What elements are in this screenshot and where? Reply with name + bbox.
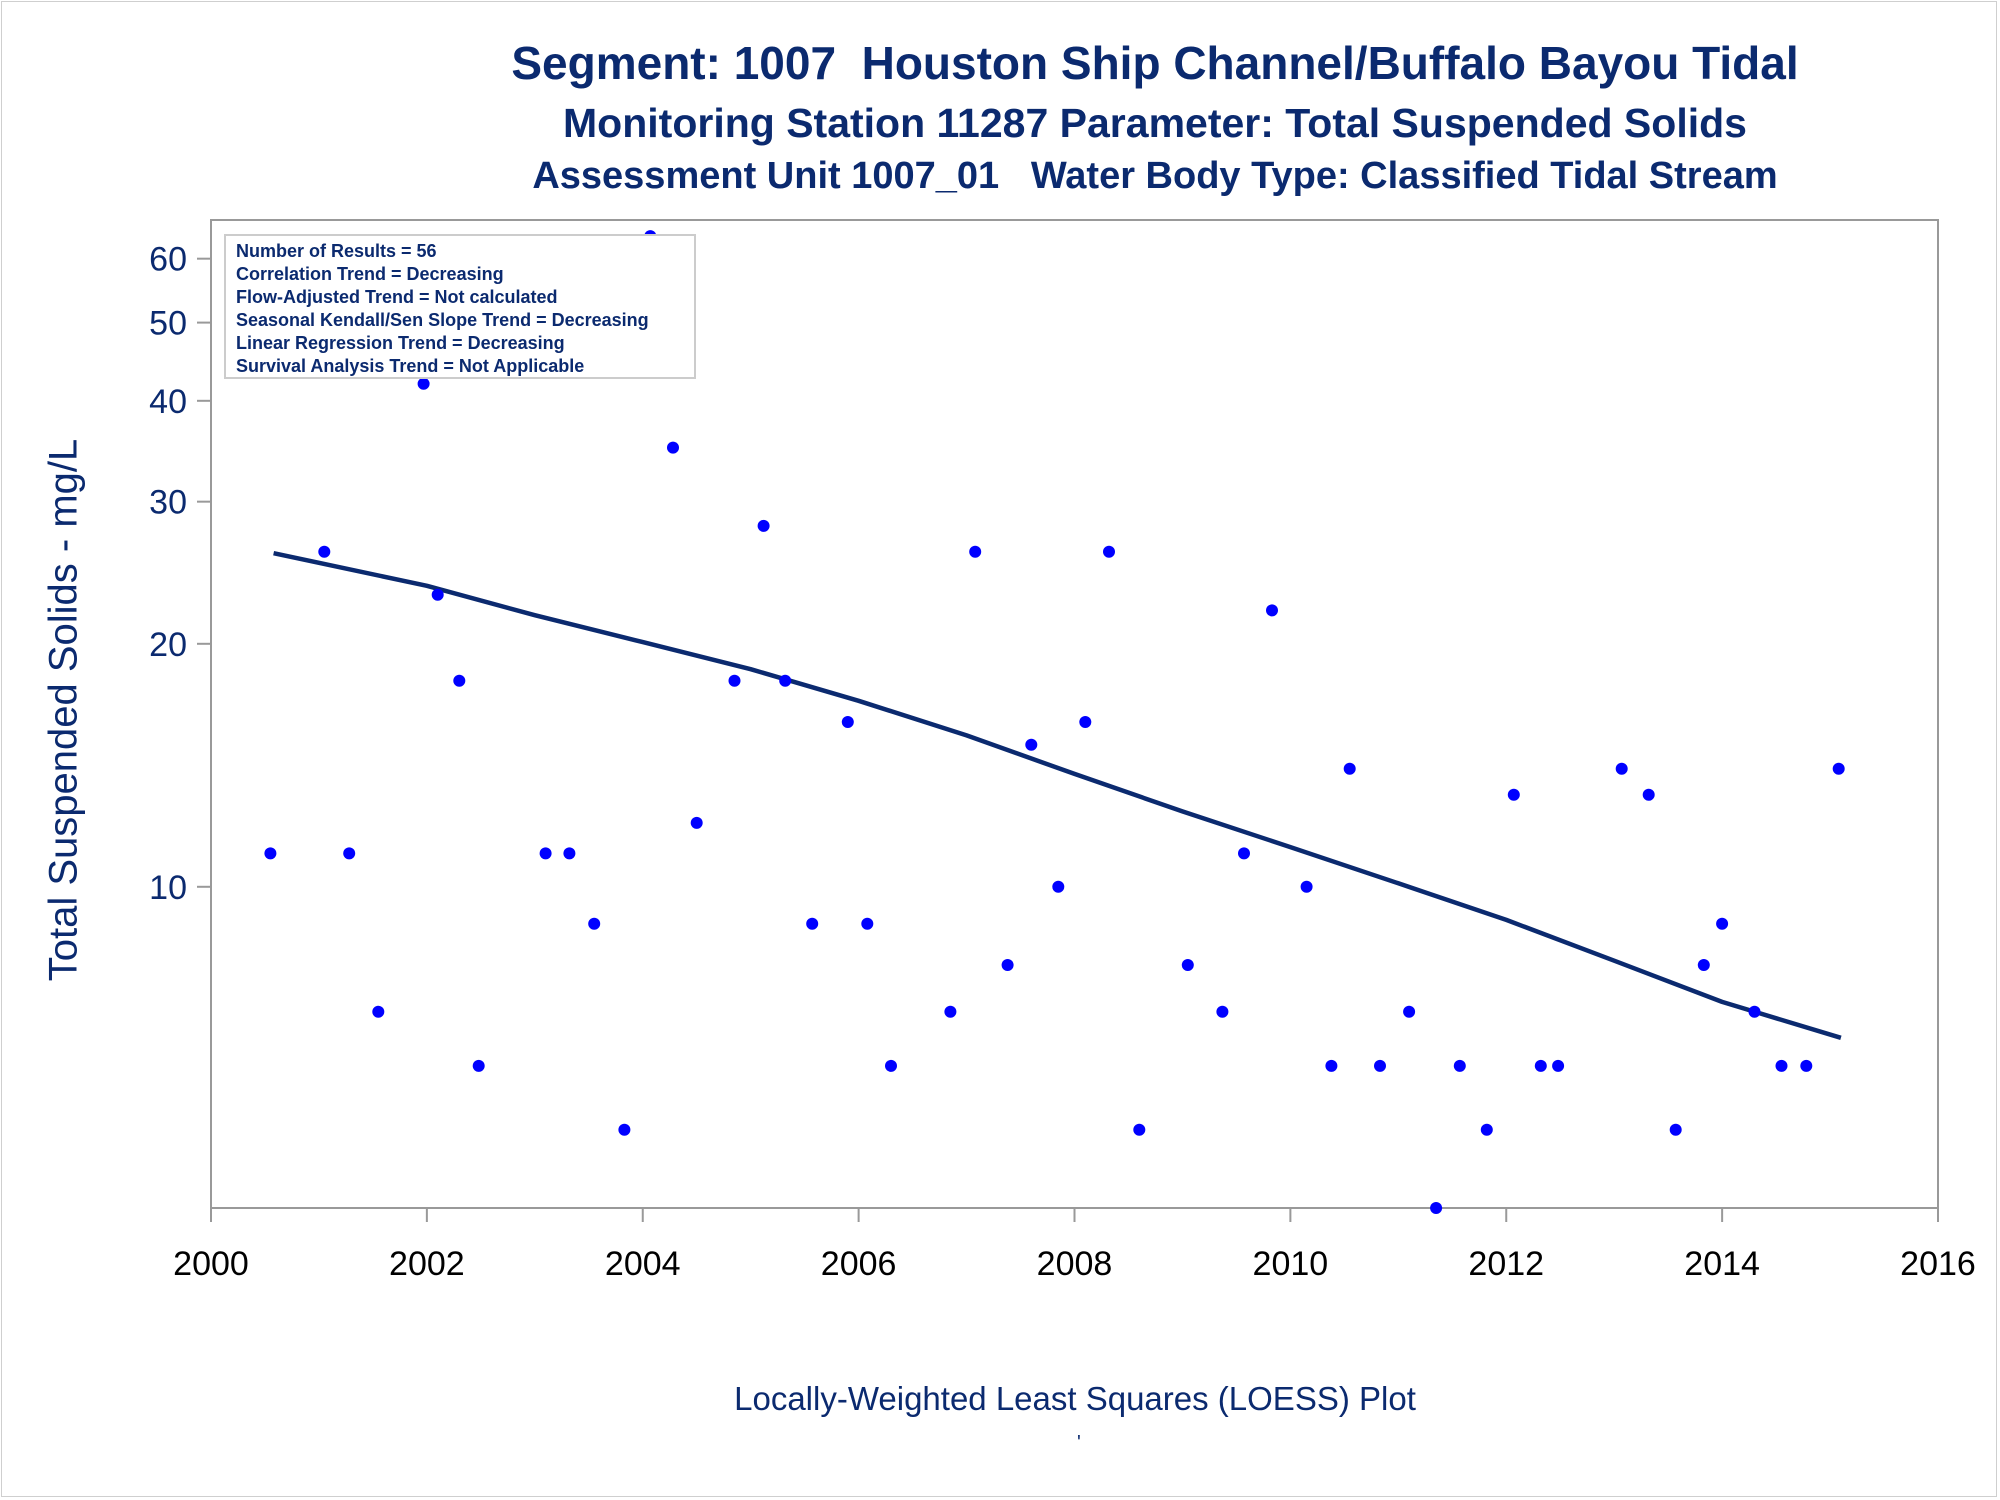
- data-point: [690, 816, 703, 829]
- x-tick-label: 2010: [1253, 1245, 1329, 1283]
- x-tick-label: 2008: [1037, 1245, 1113, 1283]
- y-tick-label: 50: [149, 305, 187, 343]
- data-point: [1374, 1059, 1386, 1072]
- x-tick-label: 2002: [389, 1245, 465, 1283]
- data-point: [1343, 762, 1356, 775]
- data-point: [318, 545, 331, 558]
- stats-box-line: Seasonal Kendall/Sen Slope Trend = Decre…: [236, 310, 649, 330]
- data-point: [1642, 788, 1655, 801]
- data-point: [944, 1005, 957, 1018]
- stats-box: Number of Results = 56 Correlation Trend …: [224, 234, 696, 379]
- data-point: [264, 847, 277, 860]
- data-point: [757, 519, 770, 532]
- data-point: [1216, 1005, 1229, 1018]
- y-tick-label: 30: [149, 484, 187, 522]
- caption-mark: ': [1077, 1432, 1081, 1454]
- stats-box-border: [224, 234, 696, 379]
- data-point: [1052, 880, 1065, 893]
- stats-box-line: Flow-Adjusted Trend = Not calculated: [236, 287, 558, 307]
- data-point: [1325, 1059, 1338, 1072]
- data-point: [779, 674, 792, 687]
- data-point: [667, 441, 679, 454]
- y-tick-label: 60: [149, 241, 187, 279]
- data-point: [861, 917, 874, 930]
- data-point: [1238, 847, 1250, 860]
- data-point: [1669, 1123, 1682, 1136]
- y-tick-label: 10: [149, 869, 187, 907]
- data-point: [1534, 1059, 1547, 1072]
- data-point: [1748, 1005, 1761, 1018]
- data-point: [588, 917, 601, 930]
- data-point: [1403, 1005, 1416, 1018]
- x-tick-label: 2014: [1684, 1245, 1760, 1283]
- x-tick-label: 2006: [821, 1245, 897, 1283]
- data-point: [1507, 788, 1520, 801]
- data-point: [1800, 1059, 1813, 1072]
- data-point: [431, 588, 444, 601]
- y-tick-label: 40: [149, 383, 187, 421]
- data-point: [1552, 1059, 1565, 1072]
- data-point: [1103, 545, 1115, 558]
- data-point: [343, 847, 356, 860]
- stats-box-line: Number of Results = 56: [236, 241, 437, 261]
- data-point: [1480, 1123, 1493, 1136]
- data-point: [728, 674, 741, 687]
- data-point: [1001, 959, 1014, 971]
- x-axis: 2000 2002 2004 2006 2008 2010 2012 2014 2016: [173, 1208, 1976, 1283]
- data-point: [1775, 1059, 1788, 1072]
- data-point: [1615, 762, 1628, 775]
- data-point: [539, 847, 552, 860]
- stats-box-line: Linear Regression Trend = Decreasing: [236, 333, 565, 353]
- data-point: [1133, 1123, 1146, 1136]
- data-point: [1430, 1202, 1443, 1214]
- data-point: [841, 716, 854, 728]
- x-tick-label: 2016: [1900, 1245, 1976, 1283]
- y-axis: 10 20 30 40 50 60: [149, 241, 211, 907]
- chart-subtitle-station: Monitoring Station 11287 Parameter: Tota…: [563, 100, 1747, 146]
- data-point: [563, 847, 576, 860]
- chart-subtitle-assessment: Assessment Unit 1007_01 Water Body Type:…: [532, 155, 1778, 197]
- data-point: [1079, 716, 1092, 728]
- data-point: [885, 1059, 897, 1072]
- data-point: [806, 917, 819, 930]
- data-point: [372, 1005, 385, 1018]
- x-tick-label: 2000: [173, 1245, 249, 1283]
- data-point: [1300, 880, 1313, 893]
- data-point: [1181, 959, 1194, 971]
- stats-box-line: Correlation Trend = Decreasing: [236, 264, 504, 284]
- data-point: [1697, 959, 1710, 971]
- data-point: [417, 377, 430, 390]
- data-point: [472, 1059, 485, 1072]
- loess-curve: [273, 550, 1842, 1040]
- x-tick-label: 2004: [605, 1245, 681, 1283]
- data-point: [1832, 762, 1845, 775]
- loess-curve-group: [273, 550, 1842, 1040]
- plot-caption: Locally-Weighted Least Squares (LOESS) P…: [734, 1380, 1416, 1417]
- data-point: [1025, 738, 1038, 751]
- data-point: [1716, 917, 1729, 930]
- stats-box-line: Survival Analysis Trend = Not Applicable: [236, 356, 584, 376]
- data-point: [969, 545, 982, 558]
- y-tick-label: 20: [149, 626, 187, 664]
- x-tick-label: 2012: [1468, 1245, 1544, 1283]
- data-point: [1266, 604, 1278, 617]
- data-point: [1453, 1059, 1466, 1072]
- data-point: [618, 1123, 631, 1136]
- chart-title: Segment: 1007 Houston Ship Channel/Buffa…: [511, 37, 1799, 89]
- data-point: [453, 674, 466, 687]
